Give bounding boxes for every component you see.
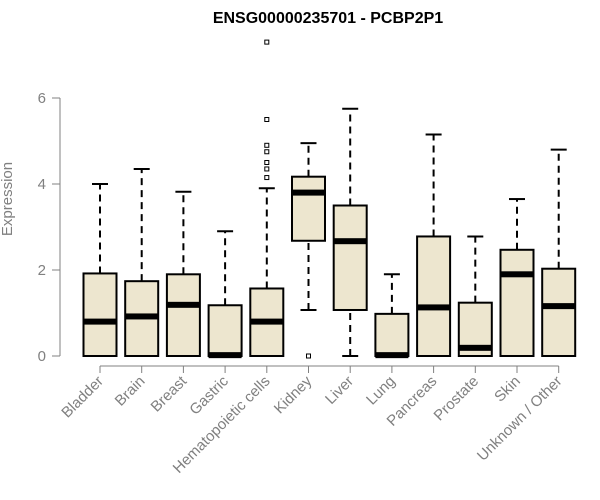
box-prostate (457, 235, 493, 357)
median-bar (166, 301, 200, 308)
box-bladder (82, 183, 118, 357)
x-tick-label: Bladder (58, 373, 107, 422)
median-bar (83, 318, 117, 325)
x-tick-label: Liver (322, 373, 357, 408)
median-bar (500, 271, 534, 278)
median-bar (333, 238, 367, 245)
median-bar (208, 352, 242, 359)
box-skin (499, 198, 535, 357)
outlier-point (306, 353, 311, 359)
outlier-point (264, 160, 270, 165)
x-tick-label: Brain (112, 373, 149, 410)
median-bar (417, 304, 451, 311)
median-bar (542, 303, 576, 310)
y-tick-label: 6 (38, 90, 46, 107)
chart-title: ENSG00000235701 - PCBP2P1 (213, 10, 443, 27)
box-liver (332, 107, 368, 357)
box-pancreas (416, 133, 452, 358)
median-bar (125, 313, 159, 320)
box-iqr (207, 304, 243, 358)
y-tick-label: 4 (38, 176, 46, 193)
x-tick-label: Prostate (431, 373, 483, 425)
box-hematopoietic-cells (249, 39, 285, 357)
x-tick-label: Kidney (271, 372, 316, 417)
box-iqr (416, 235, 452, 358)
x-tick-label: Breast (148, 372, 191, 415)
x-tick-label: Lung (363, 373, 399, 409)
median-bar (375, 352, 409, 359)
outlier-point (264, 142, 270, 148)
outlier-point (264, 149, 270, 155)
median-bar (458, 344, 492, 351)
box-iqr (82, 272, 118, 357)
box-brain (124, 167, 160, 357)
x-tick-label: Skin (491, 373, 524, 406)
y-axis: 0 2 4 6 (38, 90, 61, 365)
box-iqr (291, 175, 326, 242)
box-iqr (374, 312, 410, 357)
box-breast (165, 190, 201, 357)
outlier-point (264, 175, 270, 181)
box-iqr (332, 204, 368, 311)
outlier-point (264, 117, 270, 122)
box-gastric (207, 230, 243, 359)
box-iqr (499, 248, 535, 357)
box-iqr (541, 267, 577, 357)
median-bar (250, 318, 284, 325)
outlier-point (264, 39, 270, 45)
box-iqr (165, 273, 201, 357)
box-lung (374, 273, 410, 359)
median-bar (292, 189, 325, 196)
box-unknown-other (541, 148, 577, 357)
outlier-point (264, 166, 270, 172)
y-tick-label: 0 (38, 348, 46, 365)
box-kidney (291, 142, 326, 359)
y-axis-label: Expression (0, 162, 16, 236)
y-tick-label: 2 (38, 262, 46, 279)
boxes (82, 39, 577, 359)
